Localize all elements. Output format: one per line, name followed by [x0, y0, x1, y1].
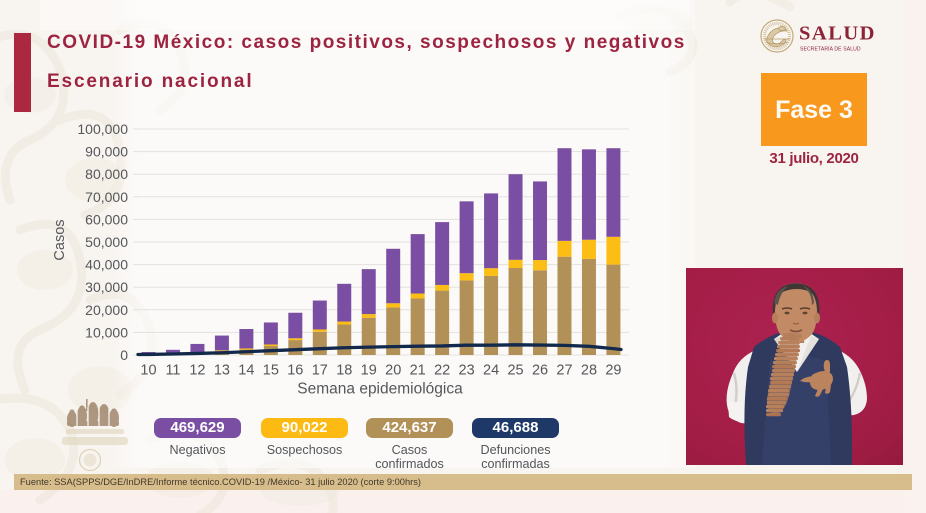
- svg-text:14: 14: [238, 363, 254, 379]
- svg-text:28: 28: [581, 363, 597, 379]
- svg-text:SALUD: SALUD: [799, 23, 876, 45]
- svg-text:Casos: Casos: [52, 219, 68, 260]
- svg-text:70,000: 70,000: [85, 189, 128, 205]
- svg-text:21: 21: [410, 363, 426, 379]
- svg-text:Semana epidemiológica: Semana epidemiológica: [297, 381, 463, 398]
- svg-text:40,000: 40,000: [85, 257, 128, 273]
- svg-text:0: 0: [120, 347, 128, 363]
- svg-text:20,000: 20,000: [85, 302, 128, 318]
- svg-text:20: 20: [385, 363, 401, 379]
- svg-text:60,000: 60,000: [85, 211, 128, 227]
- svg-text:30,000: 30,000: [85, 279, 128, 295]
- svg-text:10: 10: [140, 363, 156, 379]
- svg-text:23: 23: [459, 363, 475, 379]
- svg-text:26: 26: [532, 363, 548, 379]
- svg-text:16: 16: [287, 363, 303, 379]
- svg-text:12: 12: [189, 363, 205, 379]
- svg-text:19: 19: [361, 363, 377, 379]
- svg-text:27: 27: [556, 363, 572, 379]
- svg-text:18: 18: [336, 363, 352, 379]
- svg-text:22: 22: [434, 363, 450, 379]
- svg-text:100,000: 100,000: [77, 121, 128, 137]
- svg-text:80,000: 80,000: [85, 166, 128, 182]
- svg-text:17: 17: [312, 363, 328, 379]
- svg-text:50,000: 50,000: [85, 234, 128, 250]
- svg-text:29: 29: [605, 363, 621, 379]
- svg-text:90,000: 90,000: [85, 144, 128, 160]
- svg-text:15: 15: [263, 363, 279, 379]
- svg-text:10,000: 10,000: [85, 324, 128, 340]
- svg-text:13: 13: [214, 363, 230, 379]
- svg-text:11: 11: [165, 363, 180, 379]
- svg-text:SECRETARÍA DE SALUD: SECRETARÍA DE SALUD: [800, 46, 861, 53]
- svg-text:24: 24: [483, 363, 499, 379]
- svg-text:25: 25: [507, 363, 523, 379]
